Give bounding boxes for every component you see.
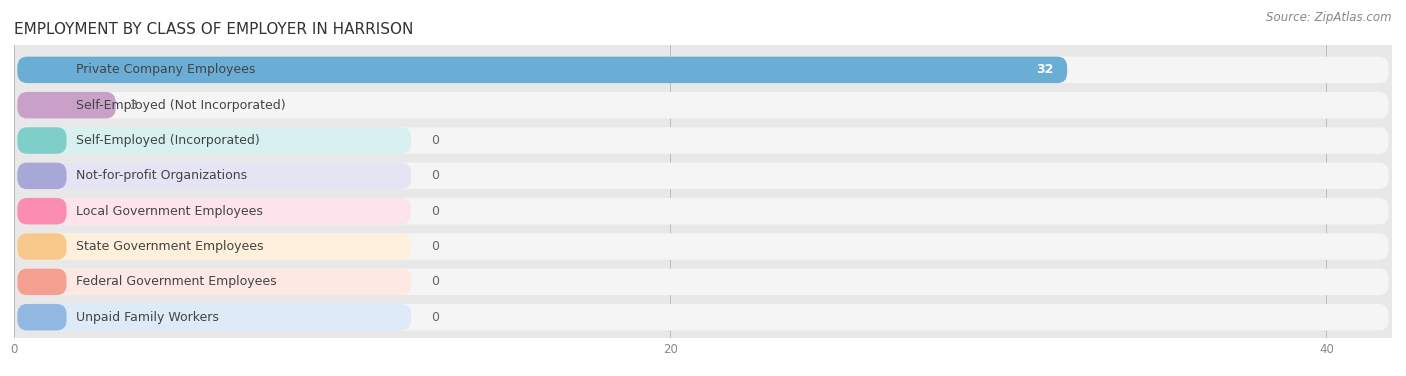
Text: Self-Employed (Incorporated): Self-Employed (Incorporated) — [76, 134, 260, 147]
Text: 0: 0 — [430, 311, 439, 324]
FancyBboxPatch shape — [17, 57, 1389, 83]
FancyBboxPatch shape — [17, 127, 66, 154]
FancyBboxPatch shape — [17, 162, 1389, 189]
Text: 0: 0 — [430, 205, 439, 218]
FancyBboxPatch shape — [17, 92, 115, 118]
FancyBboxPatch shape — [17, 304, 1389, 331]
Text: 0: 0 — [430, 275, 439, 288]
FancyBboxPatch shape — [17, 127, 411, 154]
FancyBboxPatch shape — [17, 268, 66, 295]
FancyBboxPatch shape — [17, 57, 1067, 83]
FancyBboxPatch shape — [17, 268, 411, 295]
Text: EMPLOYMENT BY CLASS OF EMPLOYER IN HARRISON: EMPLOYMENT BY CLASS OF EMPLOYER IN HARRI… — [14, 22, 413, 37]
FancyBboxPatch shape — [17, 233, 66, 260]
FancyBboxPatch shape — [17, 162, 66, 189]
FancyBboxPatch shape — [17, 127, 1389, 154]
FancyBboxPatch shape — [17, 268, 1389, 295]
Text: 0: 0 — [430, 240, 439, 253]
Text: 3: 3 — [129, 99, 136, 112]
Text: Not-for-profit Organizations: Not-for-profit Organizations — [76, 169, 247, 182]
Text: 32: 32 — [1036, 63, 1054, 76]
Text: Source: ZipAtlas.com: Source: ZipAtlas.com — [1267, 11, 1392, 24]
FancyBboxPatch shape — [17, 304, 411, 331]
Text: Local Government Employees: Local Government Employees — [76, 205, 263, 218]
Text: Unpaid Family Workers: Unpaid Family Workers — [76, 311, 219, 324]
FancyBboxPatch shape — [17, 233, 411, 260]
FancyBboxPatch shape — [17, 233, 1389, 260]
Text: Federal Government Employees: Federal Government Employees — [76, 275, 277, 288]
FancyBboxPatch shape — [17, 198, 66, 224]
Text: Self-Employed (Not Incorporated): Self-Employed (Not Incorporated) — [76, 99, 285, 112]
Text: Private Company Employees: Private Company Employees — [76, 63, 256, 76]
FancyBboxPatch shape — [17, 162, 411, 189]
FancyBboxPatch shape — [17, 304, 66, 331]
FancyBboxPatch shape — [17, 198, 1389, 224]
Text: 0: 0 — [430, 169, 439, 182]
FancyBboxPatch shape — [17, 92, 1389, 118]
Text: 0: 0 — [430, 134, 439, 147]
Text: State Government Employees: State Government Employees — [76, 240, 264, 253]
FancyBboxPatch shape — [17, 198, 411, 224]
